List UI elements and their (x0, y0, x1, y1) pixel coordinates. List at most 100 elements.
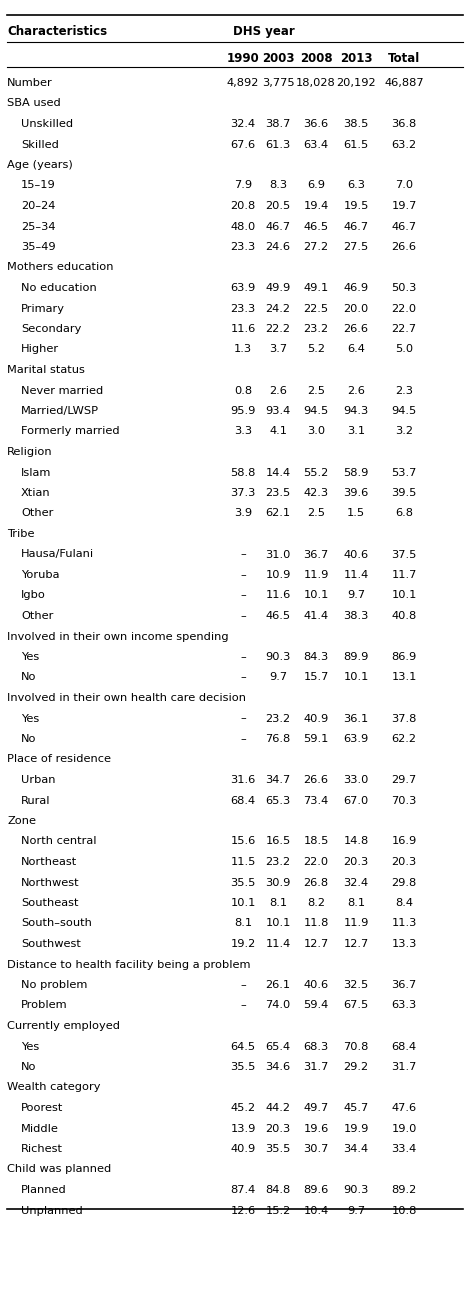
Text: 38.7: 38.7 (265, 120, 290, 129)
Text: 18.5: 18.5 (303, 836, 329, 846)
Text: No: No (21, 734, 37, 744)
Text: 84.8: 84.8 (266, 1186, 290, 1195)
Text: 27.5: 27.5 (344, 242, 368, 252)
Text: North central: North central (21, 836, 96, 846)
Text: 19.9: 19.9 (343, 1123, 368, 1134)
Text: Wealth category: Wealth category (7, 1083, 101, 1092)
Text: 68.4: 68.4 (392, 1041, 416, 1052)
Text: 63.3: 63.3 (392, 1001, 416, 1010)
Text: 40.8: 40.8 (392, 611, 416, 621)
Text: –: – (240, 734, 246, 744)
Text: 76.8: 76.8 (266, 734, 290, 744)
Text: 45.7: 45.7 (344, 1102, 368, 1113)
Text: 18,028: 18,028 (296, 78, 336, 88)
Text: 23.2: 23.2 (266, 714, 290, 724)
Text: Rural: Rural (21, 796, 50, 806)
Text: 94.5: 94.5 (303, 406, 329, 416)
Text: 89.6: 89.6 (303, 1186, 329, 1195)
Text: 5.0: 5.0 (395, 344, 413, 355)
Text: 10.8: 10.8 (392, 1205, 417, 1216)
Text: 24.6: 24.6 (266, 242, 290, 252)
Text: 36.7: 36.7 (303, 550, 329, 559)
Text: 37.8: 37.8 (392, 714, 417, 724)
Text: 61.5: 61.5 (344, 139, 368, 150)
Text: 3.3: 3.3 (234, 426, 252, 437)
Text: 94.3: 94.3 (344, 406, 368, 416)
Text: 12.6: 12.6 (230, 1205, 256, 1216)
Text: 11.6: 11.6 (266, 590, 290, 601)
Text: Characteristics: Characteristics (7, 25, 107, 38)
Text: Yes: Yes (21, 653, 39, 662)
Text: Islam: Islam (21, 468, 51, 477)
Text: 13.9: 13.9 (230, 1123, 256, 1134)
Text: 35.5: 35.5 (230, 1062, 256, 1072)
Text: 59.4: 59.4 (303, 1001, 329, 1010)
Text: 22.0: 22.0 (304, 857, 329, 867)
Text: 2013: 2013 (340, 52, 372, 65)
Text: 20.8: 20.8 (230, 202, 256, 211)
Text: 5.2: 5.2 (307, 344, 325, 355)
Text: 12.7: 12.7 (303, 939, 329, 949)
Text: Southwest: Southwest (21, 939, 81, 949)
Text: 65.3: 65.3 (266, 796, 290, 806)
Text: 3.9: 3.9 (234, 508, 252, 519)
Text: Northwest: Northwest (21, 878, 79, 888)
Text: 20.3: 20.3 (266, 1123, 290, 1134)
Text: 8.1: 8.1 (269, 898, 287, 907)
Text: 46.5: 46.5 (304, 221, 329, 231)
Text: 10.1: 10.1 (230, 898, 256, 907)
Text: 94.5: 94.5 (392, 406, 416, 416)
Text: 38.5: 38.5 (343, 120, 368, 129)
Text: Other: Other (21, 508, 54, 519)
Text: 31.6: 31.6 (230, 775, 256, 785)
Text: 46.9: 46.9 (344, 283, 368, 292)
Text: 19.7: 19.7 (392, 202, 417, 211)
Text: 47.6: 47.6 (392, 1102, 416, 1113)
Text: 33.4: 33.4 (392, 1144, 416, 1154)
Text: 11.7: 11.7 (392, 569, 417, 580)
Text: 42.3: 42.3 (304, 488, 329, 498)
Text: 86.9: 86.9 (392, 653, 416, 662)
Text: –: – (240, 653, 246, 662)
Text: 24.2: 24.2 (266, 303, 290, 313)
Text: 14.4: 14.4 (266, 468, 290, 477)
Text: 6.3: 6.3 (347, 181, 365, 191)
Text: 15–19: 15–19 (21, 181, 56, 191)
Text: 50.3: 50.3 (392, 283, 417, 292)
Text: 93.4: 93.4 (266, 406, 290, 416)
Text: 34.7: 34.7 (266, 775, 290, 785)
Text: 65.4: 65.4 (266, 1041, 290, 1052)
Text: 30.9: 30.9 (265, 878, 290, 888)
Text: 7.9: 7.9 (234, 181, 252, 191)
Text: 22.0: 22.0 (392, 303, 416, 313)
Text: 10.1: 10.1 (265, 919, 290, 928)
Text: 26.1: 26.1 (266, 980, 290, 991)
Text: 87.4: 87.4 (230, 1186, 256, 1195)
Text: Hausa/Fulani: Hausa/Fulani (21, 550, 94, 559)
Text: 11.3: 11.3 (392, 919, 417, 928)
Text: Zone: Zone (7, 816, 36, 826)
Text: 49.9: 49.9 (266, 283, 290, 292)
Text: 73.4: 73.4 (303, 796, 329, 806)
Text: 8.2: 8.2 (307, 898, 325, 907)
Text: 32.4: 32.4 (344, 878, 368, 888)
Text: Northeast: Northeast (21, 857, 77, 867)
Text: 23.3: 23.3 (230, 242, 256, 252)
Text: 20.3: 20.3 (392, 857, 416, 867)
Text: 90.3: 90.3 (265, 653, 290, 662)
Text: No problem: No problem (21, 980, 87, 991)
Text: 39.6: 39.6 (344, 488, 368, 498)
Text: 35.5: 35.5 (265, 1144, 290, 1154)
Text: 16.9: 16.9 (392, 836, 416, 846)
Text: Middle: Middle (21, 1123, 59, 1134)
Text: 53.7: 53.7 (392, 468, 417, 477)
Text: –: – (240, 590, 246, 601)
Text: 44.2: 44.2 (266, 1102, 290, 1113)
Text: No education: No education (21, 283, 97, 292)
Text: 19.2: 19.2 (230, 939, 256, 949)
Text: 58.8: 58.8 (230, 468, 256, 477)
Text: 22.7: 22.7 (392, 324, 416, 334)
Text: 63.4: 63.4 (304, 139, 329, 150)
Text: 63.9: 63.9 (230, 283, 256, 292)
Text: Secondary: Secondary (21, 324, 81, 334)
